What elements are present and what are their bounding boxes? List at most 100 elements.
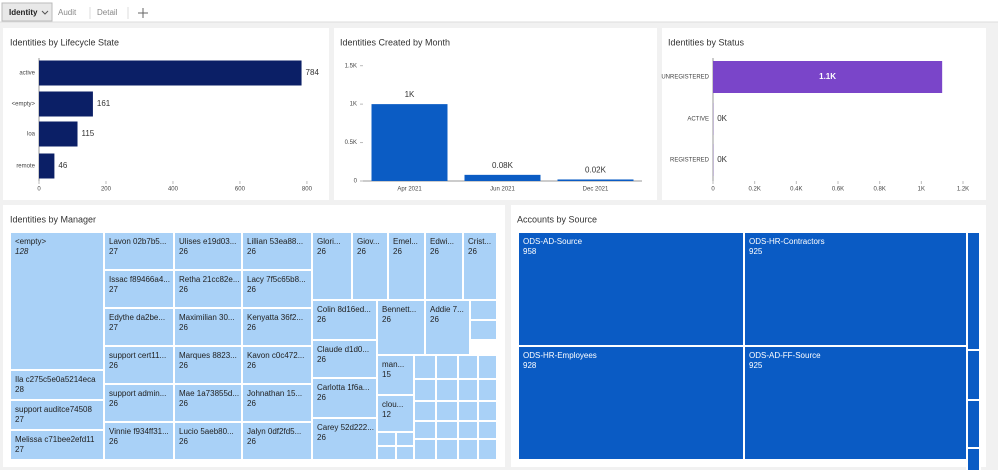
cell-value: 26	[317, 433, 326, 442]
bar	[39, 91, 93, 117]
x-tick-label: Dec 2021	[583, 187, 609, 193]
cell-label: clou...	[382, 400, 403, 409]
tab-label[interactable]: Detail	[97, 8, 118, 17]
cell-label: Retha 21cc82e...	[179, 275, 239, 284]
cell-value: 26	[179, 399, 188, 408]
cell-value: 28	[15, 385, 24, 394]
panel	[662, 28, 986, 200]
treemap-cell	[173, 269, 243, 309]
treemap-cell	[743, 231, 968, 347]
x-tick-label: 0.2K	[748, 187, 760, 193]
treemap-small-cell	[413, 420, 437, 440]
y-tick-label: loa	[27, 132, 36, 138]
x-tick-label: 0.4K	[790, 187, 802, 193]
treemap-small-cell	[435, 420, 459, 440]
treemap-small-cell	[469, 319, 498, 341]
treemap-small-cell	[413, 354, 437, 380]
cell-label: Maximilian 30...	[179, 313, 235, 322]
bar	[39, 121, 78, 147]
cell-label: Kenyatta 36f2...	[247, 313, 303, 322]
treemap-small-cell	[477, 354, 498, 380]
cell-value: 26	[393, 247, 402, 256]
value-label: 1.1K	[819, 72, 836, 81]
cell-value: 26	[109, 361, 118, 370]
y-tick-label: ACTIVE	[687, 117, 709, 123]
value-label: 46	[58, 161, 67, 170]
tab-label[interactable]: Identity	[9, 8, 38, 17]
treemap-cell	[241, 307, 313, 347]
cell-label: Glori...	[317, 237, 341, 246]
y-tick-label: active	[19, 71, 35, 77]
cell-value: 27	[109, 323, 118, 332]
treemap-cell	[9, 429, 105, 461]
value-label: 0K	[717, 114, 727, 123]
value-label: 1K	[405, 90, 415, 99]
cell-value: 26	[179, 437, 188, 446]
treemap-small-cell	[469, 299, 498, 321]
treemap-small-cell	[966, 349, 981, 401]
treemap-small-cell	[966, 231, 981, 351]
x-tick-label: 200	[101, 187, 112, 193]
cell-value: 26	[247, 323, 256, 332]
cell-label: Addie 7...	[430, 305, 464, 314]
bar	[39, 60, 302, 86]
cell-label: Carlotta 1f6a...	[317, 383, 369, 392]
x-tick-label: 0.8K	[873, 187, 885, 193]
cell-value: 26	[382, 315, 391, 324]
treemap-cell	[517, 345, 745, 461]
x-tick-label: 0.6K	[832, 187, 844, 193]
treemap-small-cell	[966, 399, 981, 449]
cell-value: 128	[15, 247, 29, 256]
panel-title: Identities Created by Month	[340, 37, 450, 47]
cell-value: 27	[109, 247, 118, 256]
y-tick-label: remote	[16, 164, 35, 170]
y-tick-label: 1.5K	[345, 63, 357, 69]
value-label: 0K	[717, 155, 727, 164]
cell-label: ODS-AD-Source	[523, 237, 583, 246]
treemap-small-cell	[457, 438, 479, 461]
x-tick-label: 400	[168, 187, 179, 193]
cell-value: 26	[247, 361, 256, 370]
treemap-cell	[103, 307, 175, 347]
treemap-small-cell	[477, 378, 498, 402]
treemap-small-cell	[477, 400, 498, 422]
treemap-cell	[311, 417, 378, 461]
treemap-small-cell	[966, 447, 981, 470]
cell-label: Bennett...	[382, 305, 416, 314]
cell-value: 26	[247, 285, 256, 294]
x-tick-label: 1.2K	[957, 187, 969, 193]
treemap-small-cell	[477, 438, 498, 461]
add-tab[interactable]	[138, 8, 148, 18]
tab-bar	[0, 0, 998, 22]
bar	[371, 104, 448, 181]
treemap-small-cell	[435, 400, 459, 422]
cell-value: 26	[317, 355, 326, 364]
treemap-cell	[241, 345, 313, 385]
tab-label[interactable]: Audit	[58, 8, 77, 17]
y-tick-label: <empty>	[12, 102, 36, 108]
x-tick-label: 0	[711, 187, 715, 193]
x-tick-label: Jun 2021	[490, 187, 515, 193]
x-tick-label: 600	[235, 187, 246, 193]
treemap-cell	[103, 421, 175, 461]
cell-label: Marques 8823...	[179, 351, 237, 360]
cell-label: Johnathan 15...	[247, 389, 302, 398]
bar	[39, 153, 55, 179]
cell-label: Lillian 53ea88...	[247, 237, 303, 246]
cell-label: Mae 1a73855d...	[179, 389, 239, 398]
bar	[713, 61, 943, 93]
y-tick-label: 0	[354, 179, 358, 185]
active-tab[interactable]	[1, 2, 53, 22]
cell-value: 26	[247, 399, 256, 408]
value-label: 784	[306, 68, 320, 77]
tab-dropdown[interactable]	[41, 10, 49, 15]
cell-value: 26	[179, 285, 188, 294]
treemap-small-cell	[376, 431, 397, 447]
cell-label: Giov...	[357, 237, 380, 246]
y-tick-label: 0.5K	[345, 140, 357, 146]
x-tick-label: Apr 2021	[397, 187, 422, 193]
cell-label: man...	[382, 360, 404, 369]
treemap-cell	[241, 231, 313, 271]
bar	[464, 174, 541, 181]
cell-label: ODS-HR-Employees	[523, 351, 597, 360]
